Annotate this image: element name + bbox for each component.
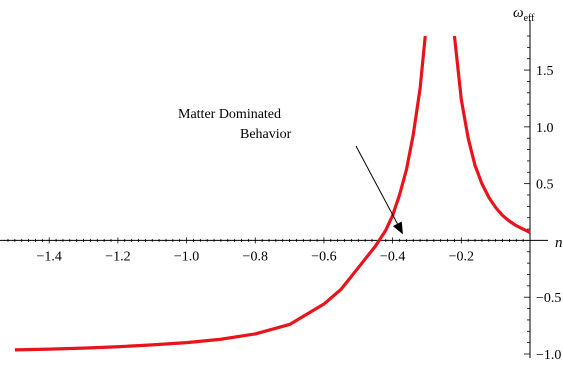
annotation-line-2: Behavior xyxy=(240,127,292,142)
y-axis-label: ωeff xyxy=(513,5,535,24)
x-tick-label: −1.0 xyxy=(174,249,199,264)
x-tick-label: −0.4 xyxy=(380,249,405,264)
x-axis: −1.4 −1.2 −1.0 −0.8 −0.6 −0.4 −0.2 xyxy=(0,237,548,264)
series-layer xyxy=(14,35,531,352)
y-axis: −1.0 −0.5 0.5 1.0 1.5 xyxy=(524,20,561,363)
annotation: Matter Dominated Behavior xyxy=(178,107,403,235)
y-axis-label-subscript: eff xyxy=(524,13,536,24)
annotation-arrow-head xyxy=(392,221,403,235)
annotation-arrow-line xyxy=(355,145,401,229)
x-tick-label: −1.4 xyxy=(37,249,62,264)
x-axis-label: n xyxy=(555,235,563,251)
x-tick-label: −1.2 xyxy=(105,249,130,264)
y-tick-label: −0.5 xyxy=(536,291,561,306)
x-tick-label: −0.6 xyxy=(311,249,336,264)
y-axis-label-symbol: ω xyxy=(513,5,524,21)
x-tick-label: −0.8 xyxy=(243,249,268,264)
y-tick-label: 1.5 xyxy=(536,64,554,79)
annotation-line-1: Matter Dominated xyxy=(178,107,281,122)
y-tick-label: −1.0 xyxy=(536,348,561,363)
x-tick-label: −0.2 xyxy=(449,249,474,264)
series-line-1 xyxy=(14,35,427,352)
y-tick-label: 0.5 xyxy=(536,178,554,193)
y-tick-label: 1.0 xyxy=(536,121,554,136)
series-line-2 xyxy=(452,35,531,234)
